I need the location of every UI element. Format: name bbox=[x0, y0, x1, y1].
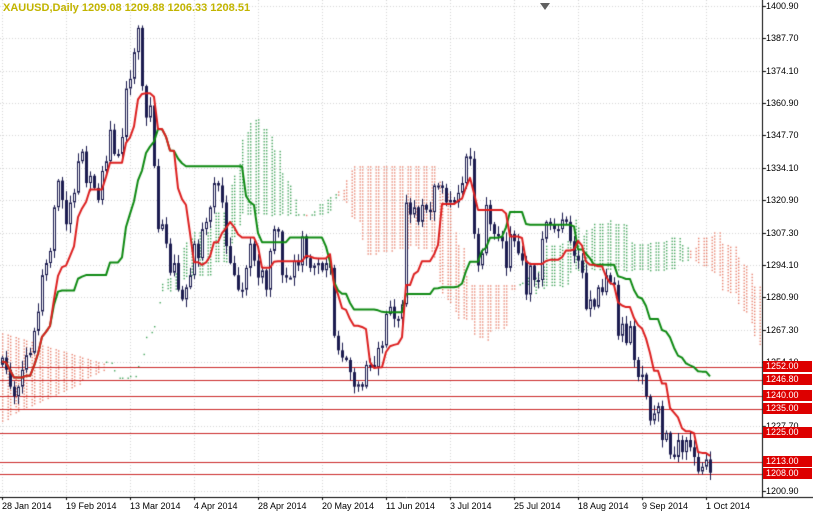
price-tick-label: 1320.90 bbox=[766, 195, 799, 206]
date-tick-label: 1 Oct 2014 bbox=[706, 501, 751, 511]
chart-shift-marker-icon[interactable] bbox=[540, 3, 550, 10]
price-tick-label: 1294.10 bbox=[766, 260, 799, 271]
price-tick-label: 1374.10 bbox=[766, 66, 799, 77]
date-tick-label: 28 Jan 2014 bbox=[2, 501, 52, 511]
date-tick-label: 13 Mar 2014 bbox=[130, 501, 181, 511]
price-level-badge[interactable]: 1208.00 bbox=[763, 467, 812, 479]
price-level-badge[interactable]: 1246.80 bbox=[763, 373, 812, 385]
chart-symbol-ohlc-title: XAUUSD,Daily 1209.08 1209.88 1206.33 120… bbox=[3, 2, 251, 14]
price-tick-label: 1280.90 bbox=[766, 292, 799, 303]
price-tick-label: 1200.90 bbox=[766, 486, 799, 497]
date-tick-label: 20 May 2014 bbox=[322, 501, 375, 511]
price-level-badge[interactable]: 1240.00 bbox=[763, 390, 812, 402]
price-level-badge[interactable]: 1225.00 bbox=[763, 426, 812, 438]
price-tick-label: 1360.90 bbox=[766, 98, 799, 109]
price-level-badge[interactable]: 1213.00 bbox=[763, 455, 812, 467]
price-tick-label: 1267.30 bbox=[766, 325, 799, 336]
date-tick-label: 19 Feb 2014 bbox=[66, 501, 117, 511]
price-level-badge[interactable]: 1235.00 bbox=[763, 402, 812, 414]
price-tick-label: 1227.70 bbox=[766, 421, 799, 431]
date-tick-label: 25 Jul 2014 bbox=[514, 501, 561, 511]
date-tick-label: 4 Apr 2014 bbox=[194, 501, 238, 511]
price-level-badge[interactable]: 1252.00 bbox=[763, 361, 812, 373]
date-tick-label: 11 Jun 2014 bbox=[386, 501, 435, 511]
date-tick-label: 3 Jul 2014 bbox=[450, 501, 492, 511]
price-tick-label: 1400.90 bbox=[766, 1, 799, 12]
date-tick-label: 18 Aug 2014 bbox=[578, 501, 629, 511]
date-tick-label: 28 Apr 2014 bbox=[258, 501, 307, 511]
price-tick-label: 1334.10 bbox=[766, 163, 799, 174]
date-tick-label: 9 Sep 2014 bbox=[642, 501, 689, 511]
price-tick-label: 1307.30 bbox=[766, 228, 799, 239]
price-tick-label: 1347.70 bbox=[766, 130, 799, 141]
price-tick-label: 1387.70 bbox=[766, 33, 799, 44]
